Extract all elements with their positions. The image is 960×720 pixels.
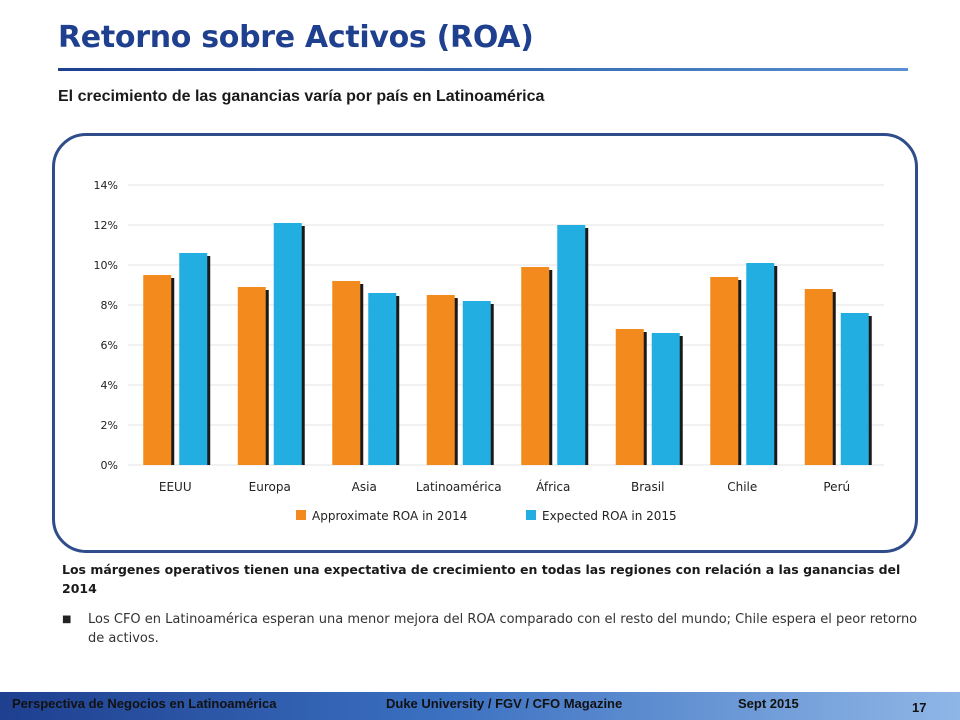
footer-center-text: Duke University / FGV / CFO Magazine	[386, 696, 623, 711]
x-category-label: Perú	[823, 480, 850, 494]
legend-label: Expected ROA in 2015	[542, 509, 677, 523]
footer-left-text: Perspectiva de Negocios en Latinoamérica	[12, 696, 277, 711]
y-tick-label: 2%	[101, 419, 118, 432]
y-tick-label: 4%	[101, 379, 118, 392]
legend-label: Approximate ROA in 2014	[312, 509, 467, 523]
summary-text: Los márgenes operativos tienen una expec…	[62, 562, 901, 596]
footer-date: Sept 2015	[738, 696, 799, 711]
slide-subtitle: El crecimiento de las ganancias varía po…	[58, 88, 545, 105]
y-tick-label: 14%	[94, 179, 118, 192]
x-category-label: Asia	[352, 480, 377, 494]
legend-swatch	[526, 510, 536, 520]
bar-2014	[143, 275, 172, 465]
y-tick-label: 12%	[94, 219, 118, 232]
bar-2015	[368, 293, 397, 465]
bullet-item: ■ Los CFO en Latinoamérica esperan una m…	[62, 610, 937, 648]
bar-2015	[462, 301, 491, 465]
y-tick-label: 8%	[101, 299, 118, 312]
x-category-label: Europa	[249, 480, 291, 494]
x-category-label: Brasil	[631, 480, 664, 494]
y-tick-label: 6%	[101, 339, 118, 352]
y-tick-label: 10%	[94, 259, 118, 272]
x-category-label: Latinoamérica	[416, 480, 502, 494]
bar-2014	[332, 281, 361, 465]
bar-2014	[615, 329, 644, 465]
bar-2015	[651, 333, 680, 465]
bar-2015	[557, 225, 586, 465]
y-tick-label: 0%	[101, 459, 118, 472]
bar-2014	[710, 277, 739, 465]
x-category-label: África	[536, 479, 570, 494]
bar-2014	[426, 295, 455, 465]
x-category-label: Chile	[727, 480, 757, 494]
bullet-text: Los CFO en Latinoamérica esperan una men…	[88, 612, 918, 646]
bar-2015	[179, 253, 208, 465]
bar-2014	[521, 267, 550, 465]
slide-title: Retorno sobre Activos (ROA)	[58, 20, 534, 55]
bar-2015	[840, 313, 869, 465]
bar-2014	[804, 289, 833, 465]
square-bullet-icon: ■	[62, 614, 72, 625]
bar-2015	[746, 263, 775, 465]
footer-bar: Perspectiva de Negocios en Latinoamérica…	[0, 692, 960, 720]
page-number: 17	[912, 700, 927, 715]
legend-swatch	[296, 510, 306, 520]
bar-2014	[237, 287, 266, 465]
title-underline	[58, 68, 908, 71]
bar-2015	[273, 223, 302, 465]
x-category-label: EEUU	[159, 480, 192, 494]
